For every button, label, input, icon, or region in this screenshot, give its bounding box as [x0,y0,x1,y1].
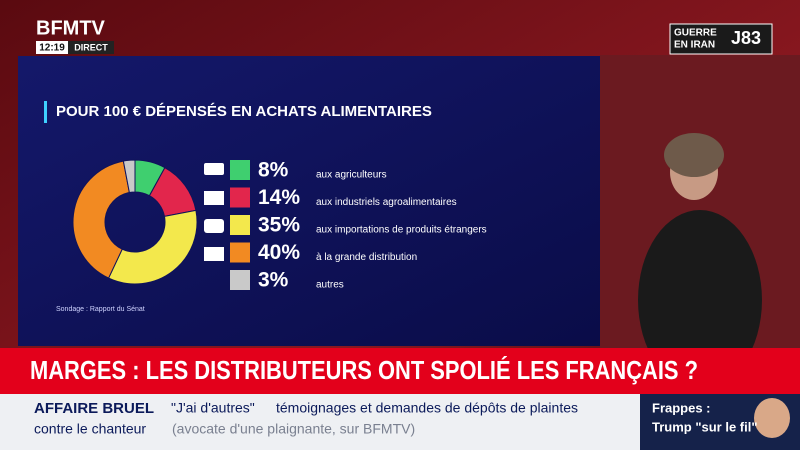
legend-swatch [230,242,250,263]
live-box [68,41,114,54]
legend-label: aux importations de produits étrangers [316,225,487,236]
donut-segment [72,160,130,279]
legend-label: aux industriels agroalimentaires [316,197,457,208]
time-box [36,41,68,54]
signer-body [638,210,762,390]
ticker-line: contre le chanteur [34,421,146,437]
time: 12:19 [39,43,65,54]
chart-panel [18,56,600,346]
ticker-text: témoignages et demandes de dépôts de pla… [276,400,578,416]
icon-tractor [204,163,224,175]
legend-icons [204,163,224,261]
donut-segment [107,209,198,285]
legend-swatch [230,270,250,290]
ticker-tag: AFFAIRE BRUEL [34,400,154,417]
icon-store [204,247,224,261]
channel-logo: BFMTV [36,17,106,39]
side-line: Trump "sur le fil" [652,419,758,434]
value-label: 40% [258,241,300,264]
ticker-source: (avocate d'une plaignante, sur BFMTV) [172,421,415,437]
icon-factory [204,191,224,205]
chart-source: Sondage : Rapport du Sénat [56,306,145,313]
signer-hair [664,133,724,177]
value-label: 8% [258,159,289,182]
legend-swatch [230,187,250,208]
side-line: Frappes : [652,400,711,415]
legend-label: autres [316,280,344,291]
badge [669,23,773,55]
value-label: 35% [258,214,300,237]
side-image [754,398,790,438]
icon-import [204,219,224,233]
headline: MARGES : LES DISTRIBUTEURS ONT SPOLIÉ LE… [30,355,698,385]
chart-title: POUR 100 € DÉPENSÉS EN ACHATS ALIMENTAIR… [56,103,432,120]
badge-line: GUERRE [674,28,717,39]
legend-swatch [230,215,250,235]
value-label: 3% [258,269,289,292]
value-label: 14% [258,186,300,209]
donut-chart: 8% aux agriculteurs 14% aux industriels agr… [72,159,487,292]
legend-swatch [230,160,250,180]
badge-day: J83 [731,28,761,48]
donut-segment [122,159,136,194]
legend-label: à la grande distribution [316,252,417,263]
badge-line: EN IRAN [674,40,715,51]
ticker-bar [0,394,640,450]
legend-label: aux agriculteurs [316,170,387,181]
live: DIRECT [74,42,108,52]
headline-bar [0,348,800,394]
ticker-quote: "J'ai d'autres" [171,400,255,416]
title-accent [44,101,47,123]
